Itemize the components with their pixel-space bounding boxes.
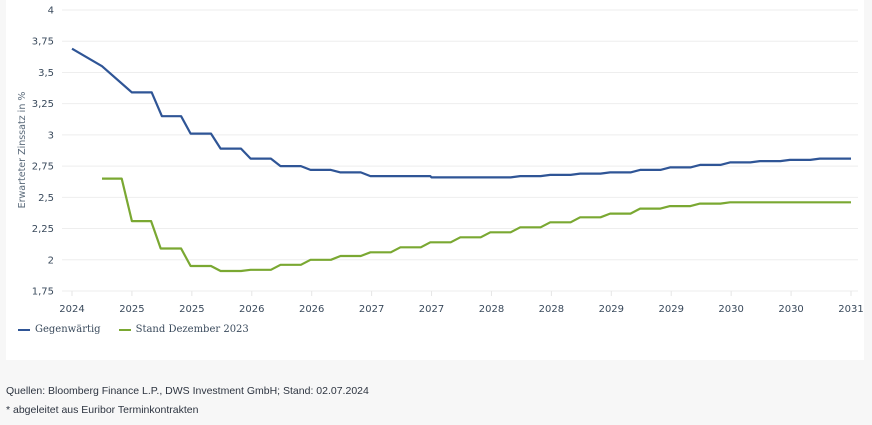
x-tick-label: 2030 <box>778 304 803 315</box>
x-tick-label: 2030 <box>718 304 743 315</box>
source-note: Quellen: Bloomberg Finance L.P., DWS Inv… <box>6 385 369 397</box>
legend-label: Gegenwärtig <box>35 324 101 335</box>
x-tick-label: 2028 <box>539 304 564 315</box>
footnote: * abgeleitet aus Euribor Terminkontrakte… <box>6 404 199 416</box>
x-tick-label: 2026 <box>299 304 324 315</box>
x-tick-label: 2025 <box>179 304 204 315</box>
x-tick-label: 2029 <box>599 304 624 315</box>
chart-card <box>6 0 864 360</box>
y-tick-label: 2,75 <box>32 162 54 173</box>
y-tick-label: 3,5 <box>38 68 54 79</box>
x-axis-ticks: 2024 2025 2025 2026 2026 2027 2027 2028 2028 2029… <box>59 291 864 315</box>
y-tick-label: 2 <box>48 255 54 266</box>
y-axis-ticks: 1,75 2 2,25 2,5 2,75 3 3,25 3,5 3,75 4 <box>32 6 54 298</box>
x-tick-label: 2027 <box>419 304 444 315</box>
x-tick-label: 2025 <box>119 304 144 315</box>
x-tick-label: 2026 <box>239 304 264 315</box>
legend: Gegenwärtig Stand Dezember 2023 <box>18 324 249 335</box>
legend-swatch-green <box>118 328 131 331</box>
y-axis-label: Erwarteter Zinssatz in % <box>17 92 28 209</box>
y-tick-label: 3 <box>48 130 54 141</box>
x-tick-label: 2031 <box>838 304 863 315</box>
x-tick-label: 2027 <box>359 304 384 315</box>
x-tick-label: 2024 <box>59 304 84 315</box>
y-tick-label: 2,5 <box>38 193 54 204</box>
legend-swatch-blue <box>18 328 30 331</box>
series-line-gegenwaertig[interactable] <box>71 47 851 179</box>
x-tick-label: 2029 <box>659 304 684 315</box>
y-tick-label: 3,25 <box>32 99 54 110</box>
series-line-stand-dezember-2023[interactable] <box>102 177 851 273</box>
y-tick-label: 1,75 <box>32 287 54 298</box>
legend-label: Stand Dezember 2023 <box>135 324 249 335</box>
y-tick-label: 3,75 <box>32 37 54 48</box>
legend-item-stand-dezember-2023[interactable]: Stand Dezember 2023 <box>118 324 249 335</box>
legend-item-gegenwaertig[interactable]: Gegenwärtig <box>18 324 101 335</box>
x-tick-label: 2028 <box>479 304 504 315</box>
y-tick-label: 4 <box>48 6 54 17</box>
y-tick-label: 2,25 <box>32 224 54 235</box>
series-lines <box>71 47 851 273</box>
gridlines <box>62 9 858 292</box>
